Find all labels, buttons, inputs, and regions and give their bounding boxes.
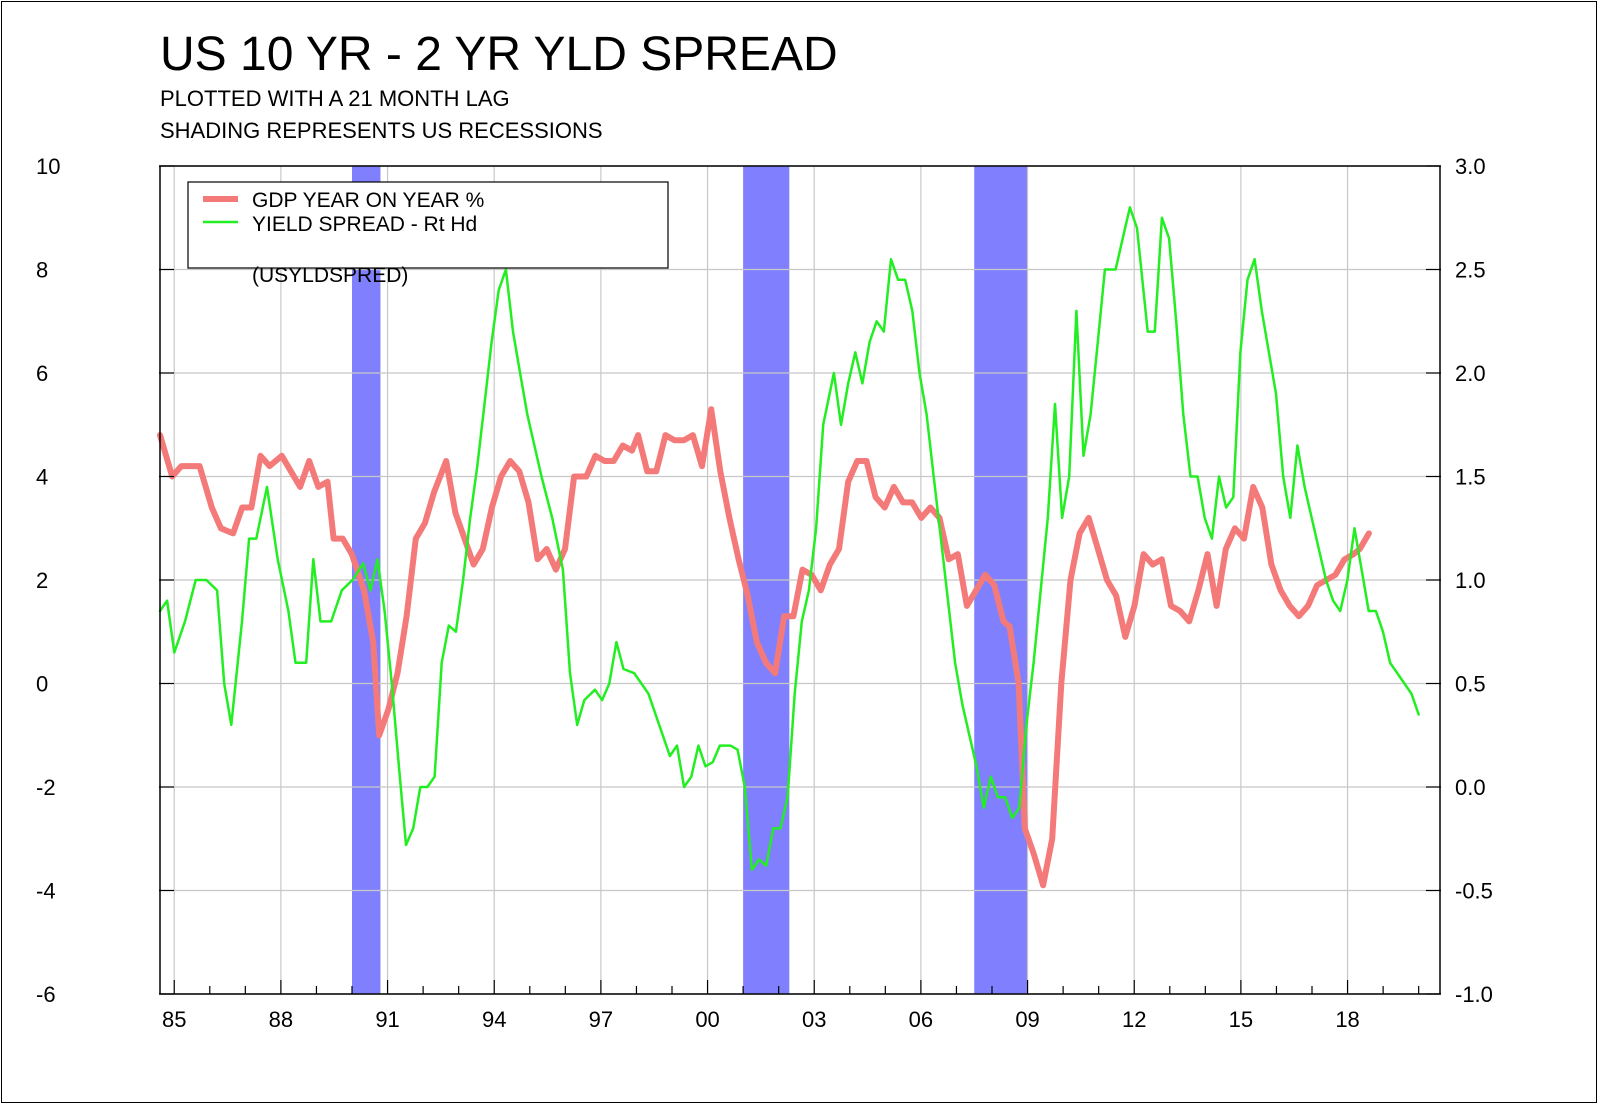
- legend-note: (USYLDSPRED): [252, 264, 408, 287]
- x-tick-label-1: 88: [269, 1007, 293, 1032]
- x-tick-label-0: 85: [162, 1007, 186, 1032]
- left-axis: 10 8 6 4 2 0 -2 -4 -6: [36, 154, 174, 1007]
- x-tick-label-11: 18: [1335, 1007, 1359, 1032]
- chart-subtitle-2: SHADING REPRESENTS US RECESSIONS: [160, 118, 603, 143]
- right-tick-label-3: 1.5: [1455, 465, 1486, 490]
- right-tick-label-7: -0.5: [1455, 879, 1493, 904]
- left-tick-label-7: -4: [36, 879, 56, 904]
- left-tick-label-5: 0: [36, 672, 48, 697]
- right-tick-label-2: 2.0: [1455, 361, 1486, 386]
- series: [157, 206, 1420, 889]
- x-tick-label-5: 00: [695, 1007, 719, 1032]
- chart-title: US 10 YR - 2 YR YLD SPREAD: [160, 28, 838, 81]
- left-tick-label-2: 6: [36, 361, 48, 386]
- right-tick-label-5: 0.5: [1455, 672, 1486, 697]
- x-tick-label-10: 15: [1229, 1007, 1253, 1032]
- x-tick-label-6: 03: [802, 1007, 826, 1032]
- right-tick-label-4: 1.0: [1455, 568, 1486, 593]
- left-tick-label-3: 4: [36, 465, 48, 490]
- right-tick-label-6: 0.0: [1455, 775, 1486, 800]
- series-line-1: [158, 206, 1420, 872]
- series-line-0: [157, 406, 1372, 889]
- chart-subtitle-1: PLOTTED WITH A 21 MONTH LAG: [160, 86, 510, 111]
- x-tick-label-8: 09: [1015, 1007, 1039, 1032]
- x-tick-label-3: 94: [482, 1007, 506, 1032]
- right-axis: 3.0 2.5 2.0 1.5 1.0 0.5 0.0 -0.5 -1.0: [1426, 154, 1493, 1007]
- x-tick-label-7: 06: [909, 1007, 933, 1032]
- right-tick-label-1: 2.5: [1455, 258, 1486, 283]
- left-tick-label-8: -6: [36, 982, 56, 1007]
- legend-label-yield: YIELD SPREAD - Rt Hd: [252, 213, 477, 236]
- left-tick-label-4: 2: [36, 568, 48, 593]
- x-tick-label-9: 12: [1122, 1007, 1146, 1032]
- x-tick-label-4: 97: [589, 1007, 613, 1032]
- legend: GDP YEAR ON YEAR % YIELD SPREAD - Rt Hd …: [187, 181, 669, 287]
- left-tick-label-6: -2: [36, 775, 56, 800]
- x-tick-label-2: 91: [375, 1007, 399, 1032]
- x-axis: 85 88 91 94 97 00 03 06 09 12 15 18: [162, 980, 1420, 1032]
- right-tick-label-0: 3.0: [1455, 154, 1486, 179]
- left-tick-label-1: 8: [36, 258, 48, 283]
- legend-label-gdp: GDP YEAR ON YEAR %: [252, 189, 484, 212]
- left-tick-label-0: 10: [36, 154, 60, 179]
- right-tick-label-8: -1.0: [1455, 982, 1493, 1007]
- legend-box: [187, 181, 669, 269]
